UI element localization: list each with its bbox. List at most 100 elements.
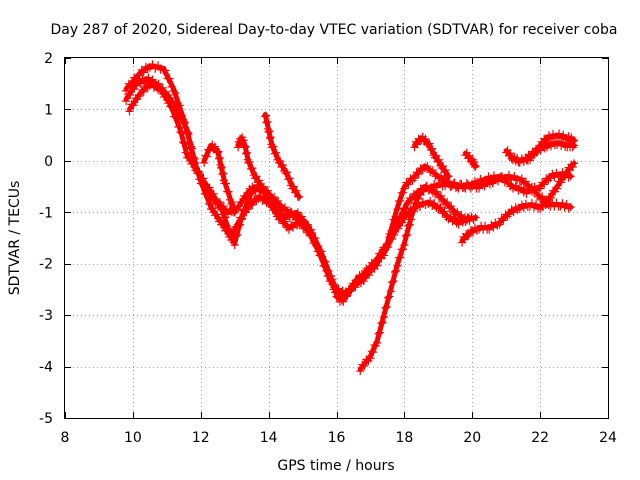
data-point: [172, 113, 181, 122]
data-point: [239, 136, 248, 145]
data-point: [389, 277, 398, 286]
data-point: [366, 266, 375, 275]
data-point: [522, 156, 531, 165]
data-point: [262, 118, 271, 127]
data-point: [270, 149, 279, 158]
data-point: [310, 237, 319, 246]
data-point: [436, 203, 445, 212]
data-point: [255, 176, 264, 185]
data-point: [430, 189, 439, 198]
series-track-9: [461, 148, 480, 171]
data-point: [236, 198, 245, 207]
data-point: [143, 65, 152, 74]
data-point: [428, 166, 437, 175]
data-point: [240, 143, 249, 152]
data-point: [549, 186, 558, 195]
data-point: [318, 252, 327, 261]
data-point: [544, 138, 553, 147]
y-tick-label: -2: [39, 257, 53, 273]
data-point: [183, 153, 192, 162]
data-point: [540, 144, 549, 153]
data-point: [497, 214, 506, 223]
series-track-4: [200, 140, 239, 217]
data-point: [126, 90, 135, 99]
data-point: [449, 179, 458, 188]
x-tick-label: 8: [61, 430, 70, 446]
data-point: [468, 155, 477, 164]
data-point: [399, 188, 408, 197]
data-point: [264, 128, 273, 136]
data-point: [147, 78, 156, 87]
data-point: [257, 182, 266, 191]
data-point: [393, 261, 402, 270]
y-tick-label: -4: [39, 360, 53, 376]
data-point: [377, 319, 386, 328]
data-point: [206, 205, 215, 214]
data-point: [402, 209, 411, 218]
y-tick-label: 0: [44, 154, 53, 170]
data-point: [538, 178, 547, 187]
data-point: [151, 80, 160, 89]
data-point: [546, 174, 555, 183]
data-point: [441, 166, 450, 175]
data-point: [471, 162, 480, 170]
data-point: [181, 148, 190, 157]
data-point: [338, 286, 347, 295]
data-point: [430, 199, 439, 208]
data-point: [426, 197, 435, 206]
data-point: [153, 61, 162, 70]
data-point: [481, 176, 490, 185]
data-point: [208, 204, 217, 213]
data-point: [553, 133, 562, 142]
data-point: [510, 171, 519, 180]
data-point: [556, 202, 565, 211]
data-point: [136, 79, 145, 88]
data-point: [132, 81, 141, 90]
data-point: [384, 293, 393, 302]
data-point: [396, 217, 405, 226]
data-point: [555, 137, 564, 146]
data-point: [515, 158, 524, 167]
data-point: [454, 184, 463, 193]
data-point: [128, 83, 137, 92]
data-point: [280, 203, 289, 212]
data-point: [509, 208, 518, 217]
data-point: [503, 212, 512, 221]
data-point: [275, 209, 284, 218]
x-tick-label: 14: [260, 430, 278, 446]
data-point: [148, 60, 157, 69]
data-point: [328, 275, 337, 284]
data-point: [570, 159, 579, 168]
data-point: [425, 139, 434, 148]
data-point: [269, 142, 278, 151]
data-point: [288, 184, 297, 193]
data-point: [135, 92, 144, 100]
data-point: [540, 180, 549, 189]
data-point: [404, 221, 413, 230]
data-point: [559, 138, 568, 147]
data-point: [461, 218, 470, 226]
data-point: [158, 85, 167, 94]
data-point: [410, 174, 419, 183]
data-point: [245, 157, 254, 166]
data-point: [511, 181, 520, 190]
data-point: [204, 200, 213, 208]
data-point: [185, 152, 194, 161]
grid: [65, 58, 608, 418]
x-tick-label: 16: [328, 430, 346, 446]
data-point: [292, 186, 301, 195]
data-point: [555, 177, 564, 186]
data-point: [144, 73, 153, 82]
data-point: [359, 277, 368, 286]
data-point: [165, 74, 174, 83]
data-point: [566, 203, 575, 212]
data-point: [404, 180, 413, 189]
data-point: [396, 253, 405, 262]
data-point: [558, 199, 567, 208]
data-point: [240, 191, 249, 200]
data-point: [199, 174, 208, 183]
data-point: [544, 192, 553, 201]
data-point: [403, 200, 412, 208]
data-point: [434, 193, 443, 202]
data-point: [211, 211, 220, 220]
